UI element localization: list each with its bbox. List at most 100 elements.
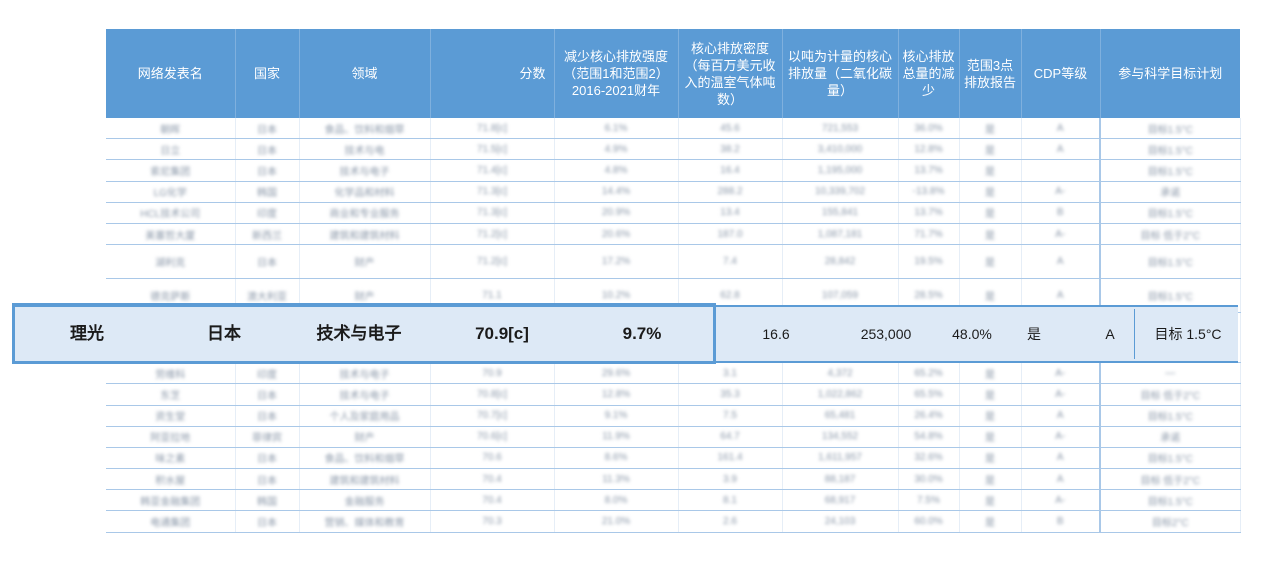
table-cell: 电通集团 [106, 510, 236, 533]
col-header-score: 分数 [430, 29, 555, 118]
highlight-frame [12, 303, 716, 364]
table-cell: 71.5[c] [430, 138, 555, 161]
table-cell: 建筑和建筑材料 [299, 468, 431, 491]
table-cell: 目标 低于2°C [1099, 383, 1241, 406]
table-cell: 12.8% [554, 383, 679, 406]
table-cell: 71.7% [898, 223, 960, 246]
table-cell: 承诺 [1099, 426, 1241, 448]
highlight-scope3: 是 [1027, 326, 1041, 342]
table-cell: 韩亚金融集团 [106, 489, 236, 512]
table-cell: 个人及家庭用品 [299, 405, 431, 427]
table-cell: 1,195,000 [782, 159, 899, 182]
highlight-emissions-tonnes: 253,000 [860, 326, 912, 342]
table-cell: 目标1.5°C [1099, 118, 1241, 140]
table-cell: 日本 [235, 447, 300, 470]
table-cell: 是 [959, 383, 1022, 406]
table-cell: 88,187 [782, 468, 899, 491]
table-cell: 资生堂 [106, 405, 236, 427]
table-cell: 东芝 [106, 383, 236, 406]
table-cell: 38.2 [678, 138, 783, 161]
table-cell: 日本 [235, 118, 300, 140]
highlight-separator [1134, 309, 1135, 359]
table-cell: 64.7 [678, 426, 783, 448]
table-row: 阿亚拉地 菲律宾 财产 70.6[c] 11.9% 64.7 134,552 54.8% 是 A-… [106, 426, 1241, 448]
table-cell: 68,917 [782, 489, 899, 512]
table-cell: A- [1021, 223, 1101, 246]
highlight-total-reduction: 48.0% [952, 326, 992, 342]
table-cell: 71.8[c] [430, 118, 555, 140]
table-cell: 目标1.5°C [1099, 202, 1241, 224]
table-cell: 21.0% [554, 510, 679, 533]
table-row: 韩亚金融集团 韩国 金融服务 70.4 8.0% 8.1 68,917 7.5% 是 A- 目标1.… [106, 489, 1241, 512]
table-cell: 45.6 [678, 118, 783, 140]
table-cell: 13.7% [898, 159, 960, 182]
col-header-cdp: CDP等级 [1021, 29, 1101, 118]
col-header-intensity-reduction: 减少核心排放强度（范围1和范围2）2016-2021财年 [554, 29, 679, 118]
table-body-bottom: 劳维科 印度 技术与电子 70.9 29.6% 3.1 4,372 65.2% 是 A- — 东芝 日本… [106, 362, 1241, 533]
table-cell: 财产 [299, 244, 431, 280]
col-header-country: 国家 [235, 29, 300, 118]
table-cell: 4,372 [782, 362, 899, 385]
highlight-emission-density: 16.6 [762, 326, 790, 342]
table-cell: 721,553 [782, 118, 899, 140]
highlight-score: 70.9[c] [475, 324, 529, 343]
table-cell: 技术与电子 [299, 159, 431, 182]
table-cell: 日本 [235, 138, 300, 161]
table-cell: A [1021, 138, 1101, 161]
table-cell: 24,103 [782, 510, 899, 533]
table-cell: 65.2% [898, 362, 960, 385]
table-cell: 3.1 [678, 362, 783, 385]
table-cell: 20.6% [554, 223, 679, 246]
table-cell: 目标1.5°C [1099, 159, 1241, 182]
table-cell: 建筑和建筑材料 [299, 223, 431, 246]
table-cell: 新西兰 [235, 223, 300, 246]
table-cell: 155,841 [782, 202, 899, 224]
table-row: 劳维科 印度 技术与电子 70.9 29.6% 3.1 4,372 65.2% 是 A- — [106, 362, 1241, 385]
table-cell: 目标1.5°C [1099, 489, 1241, 512]
ranking-table-container: 网络发表名 国家 领域 分数 减少核心排放强度（范围1和范围2）2016-202… [106, 29, 1241, 533]
highlight-sector: 技术与电子 [316, 324, 402, 343]
table-cell: 65.5% [898, 383, 960, 406]
col-header-emissions-tonnes: 以吨为计量的核心排放量（二氧化碳量） [782, 29, 899, 118]
table-row: 东芝 日本 技术与电子 70.8[c] 12.8% 35.3 1,022,862 65.5% 是… [106, 383, 1241, 406]
table-cell: 是 [959, 138, 1022, 161]
table-cell: 20.9% [554, 202, 679, 224]
table-cell: 索尼集团 [106, 159, 236, 182]
highlighted-row: 理光 日本 技术与电子 70.9[c] 9.7% 16.6 253,000 48… [12, 305, 1238, 363]
table-cell: 4.8% [554, 159, 679, 182]
table-row: 朝晖 日本 食品、饮料和烟草 71.8[c] 6.1% 45.6 721,553 36.0% 是… [106, 118, 1241, 140]
table-cell: 美塞哲大厦 [106, 223, 236, 246]
table-cell: 是 [959, 159, 1022, 182]
table-cell: 味之素 [106, 447, 236, 470]
table-cell: 目标 低于2°C [1099, 223, 1241, 246]
table-cell: 29.6% [554, 362, 679, 385]
table-cell: 日本 [235, 405, 300, 427]
table-cell: 11.3% [554, 468, 679, 491]
table-cell: 日本 [235, 468, 300, 491]
table-cell: 7.4 [678, 244, 783, 280]
table-cell: 1,611,957 [782, 447, 899, 470]
table-cell: 朝晖 [106, 118, 236, 140]
table-cell: — [1099, 362, 1241, 385]
table-cell: 11.9% [554, 426, 679, 448]
table-cell: 36.0% [898, 118, 960, 140]
table-row: 湖利克 日本 财产 71.2[c] 17.2% 7.4 28,842 19.5% 是 A 目标1.5… [106, 244, 1241, 280]
table-cell: 70.4 [430, 468, 555, 491]
table-cell: 日本 [235, 383, 300, 406]
table-cell: A- [1021, 383, 1101, 406]
table-cell: 3.9 [678, 468, 783, 491]
highlight-sbti: 目标 1.5°C [1154, 326, 1222, 342]
table-cell: 54.8% [898, 426, 960, 448]
table-cell: 目标2°C [1099, 510, 1241, 533]
table-cell: 日本 [235, 159, 300, 182]
table-cell: 70.6 [430, 447, 555, 470]
table-cell: 17.2% [554, 244, 679, 280]
table-row: 日立 日本 技术与电 71.5[c] 4.9% 38.2 3,410,000 12.8% 是 A 目… [106, 138, 1241, 161]
highlight-country: 日本 [207, 324, 241, 343]
table-cell: 28,842 [782, 244, 899, 280]
table-cell: 35.3 [678, 383, 783, 406]
table-cell: 8.1 [678, 489, 783, 512]
table-cell: 是 [959, 468, 1022, 491]
table-cell: 70.8[c] [430, 383, 555, 406]
table-cell: 30.0% [898, 468, 960, 491]
